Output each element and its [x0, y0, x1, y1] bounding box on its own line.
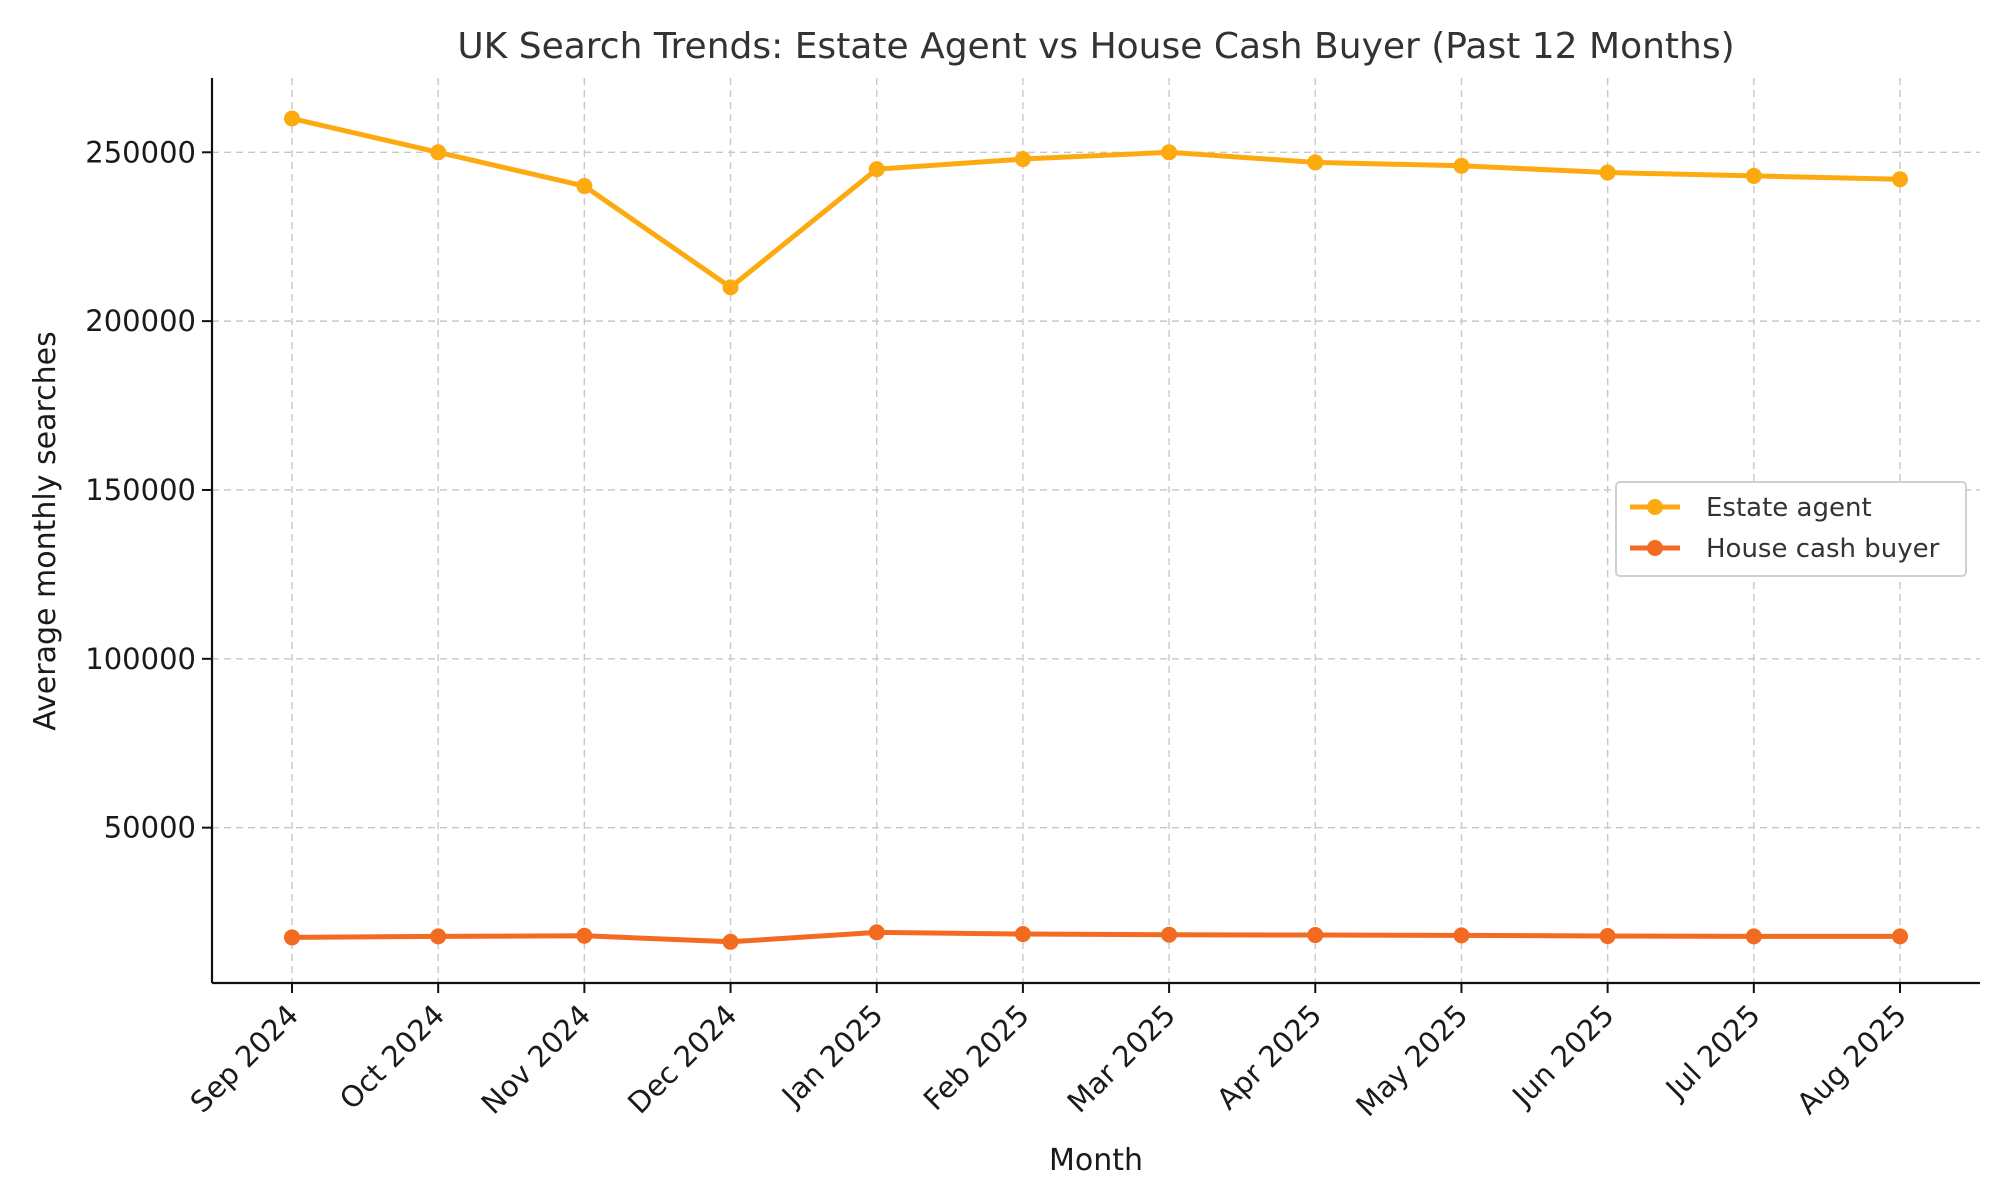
x-tick-label: Jul 2025: [1658, 998, 1767, 1107]
x-tick-label: May 2025: [1349, 998, 1474, 1123]
data-point-house-cash-buyer: [1599, 928, 1616, 945]
data-point-estate-agent: [1014, 151, 1031, 168]
series-layer: [284, 110, 1908, 950]
axes-layer: 50000 100000 150000 200000 250000 Sep 2024 Oct…: [85, 78, 1980, 1123]
x-tick-label: Oct 2024: [333, 998, 451, 1116]
data-point-house-cash-buyer: [1307, 927, 1324, 944]
x-tick-label: Sep 2024: [184, 998, 305, 1119]
series-line-estate-agent: [289, 116, 1903, 290]
y-tick-label: 100000: [85, 642, 196, 676]
data-point-house-cash-buyer: [1745, 928, 1762, 945]
data-point-house-cash-buyer: [722, 933, 739, 950]
legend-marker-estate-agent: [1647, 499, 1663, 515]
x-tick-label: Feb 2025: [917, 998, 1036, 1117]
data-point-estate-agent: [1745, 167, 1762, 184]
data-point-estate-agent: [722, 279, 739, 296]
x-tick-label: Dec 2024: [621, 998, 743, 1120]
data-point-estate-agent: [284, 110, 300, 127]
data-point-house-cash-buyer: [1453, 927, 1470, 944]
data-point-house-cash-buyer: [1014, 926, 1031, 943]
x-tick-label: Apr 2025: [1210, 998, 1328, 1116]
data-point-house-cash-buyer: [430, 928, 447, 945]
y-tick-label: 150000: [85, 473, 196, 507]
x-tick-label: Jan 2025: [774, 998, 890, 1114]
data-point-estate-agent: [1161, 144, 1178, 161]
x-tick-label: Nov 2024: [475, 998, 598, 1121]
data-point-estate-agent: [1307, 154, 1324, 171]
data-point-house-cash-buyer: [1161, 926, 1178, 943]
x-tick-label: Aug 2025: [1790, 998, 1913, 1121]
y-tick-label: 200000: [85, 304, 196, 338]
series-line-house-cash-buyer: [289, 929, 1903, 945]
data-point-house-cash-buyer: [284, 929, 300, 946]
data-point-estate-agent: [868, 161, 885, 178]
grid-layer: [212, 78, 1980, 983]
data-point-estate-agent: [430, 144, 447, 161]
y-tick-label: 250000: [85, 135, 196, 169]
y-tick-label: 50000: [104, 811, 196, 845]
data-point-estate-agent: [1453, 157, 1470, 174]
y-axis-title: Average monthly searches: [28, 331, 63, 730]
legend-marker-house-cash-buyer: [1647, 540, 1663, 556]
data-point-house-cash-buyer: [868, 924, 885, 941]
legend-label-house-cash-buyer: House cash buyer: [1706, 534, 1940, 564]
x-tick-label: Jun 2025: [1504, 998, 1620, 1114]
data-point-estate-agent: [576, 178, 593, 195]
data-point-estate-agent: [1892, 171, 1908, 188]
x-axis-title: Month: [1049, 1143, 1143, 1178]
legend-box: [1615, 481, 1967, 577]
legend-label-estate-agent: Estate agent: [1706, 493, 1872, 523]
legend: Estate agent House cash buyer: [1615, 481, 1967, 577]
data-point-house-cash-buyer: [1892, 928, 1908, 945]
data-point-estate-agent: [1599, 164, 1616, 181]
x-tick-label: Mar 2025: [1061, 998, 1182, 1119]
data-point-house-cash-buyer: [576, 927, 593, 944]
chart-title: UK Search Trends: Estate Agent vs House …: [457, 26, 1734, 67]
